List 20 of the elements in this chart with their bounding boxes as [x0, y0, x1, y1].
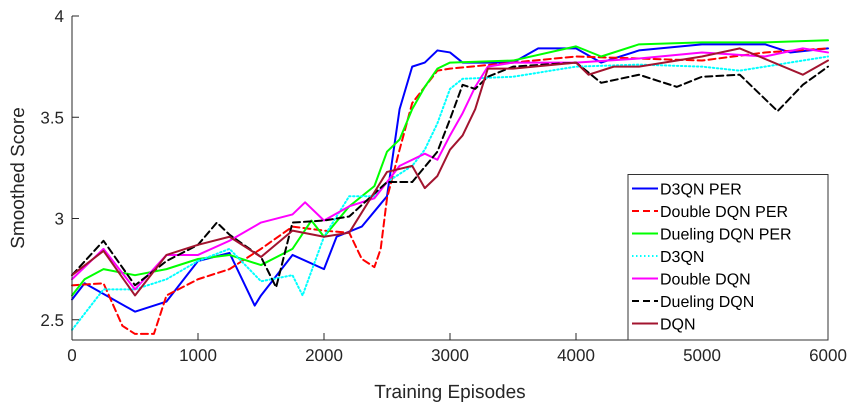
x-tick-label: 5000: [683, 346, 721, 365]
x-tick-label: 3000: [431, 346, 469, 365]
legend-label: Dueling DQN PER: [660, 226, 792, 244]
x-axis-title: Training Episodes: [374, 382, 526, 402]
legend-label: DQN: [660, 316, 696, 334]
y-tick-label: 4: [54, 7, 64, 26]
legend-label: Double DQN: [660, 272, 751, 288]
legend-label: Dueling DQN: [660, 294, 754, 311]
y-axis-title: Smoothed Score: [8, 107, 29, 249]
x-tick-label: 4000: [557, 346, 595, 365]
y-tick-label: 2.5: [40, 310, 64, 330]
legend-label: D3QN PER: [660, 182, 742, 198]
legend-label: Double DQN PER: [660, 204, 788, 221]
x-tick-label: 2000: [305, 346, 343, 365]
legend-label: D3QN: [660, 249, 704, 266]
x-tick-label: 6000: [809, 346, 847, 365]
y-tick-label: 3: [54, 210, 64, 228]
y-tick-label: 3.5: [40, 108, 64, 128]
x-tick-label: 0: [67, 346, 77, 365]
x-tick-label: 1000: [179, 346, 217, 365]
